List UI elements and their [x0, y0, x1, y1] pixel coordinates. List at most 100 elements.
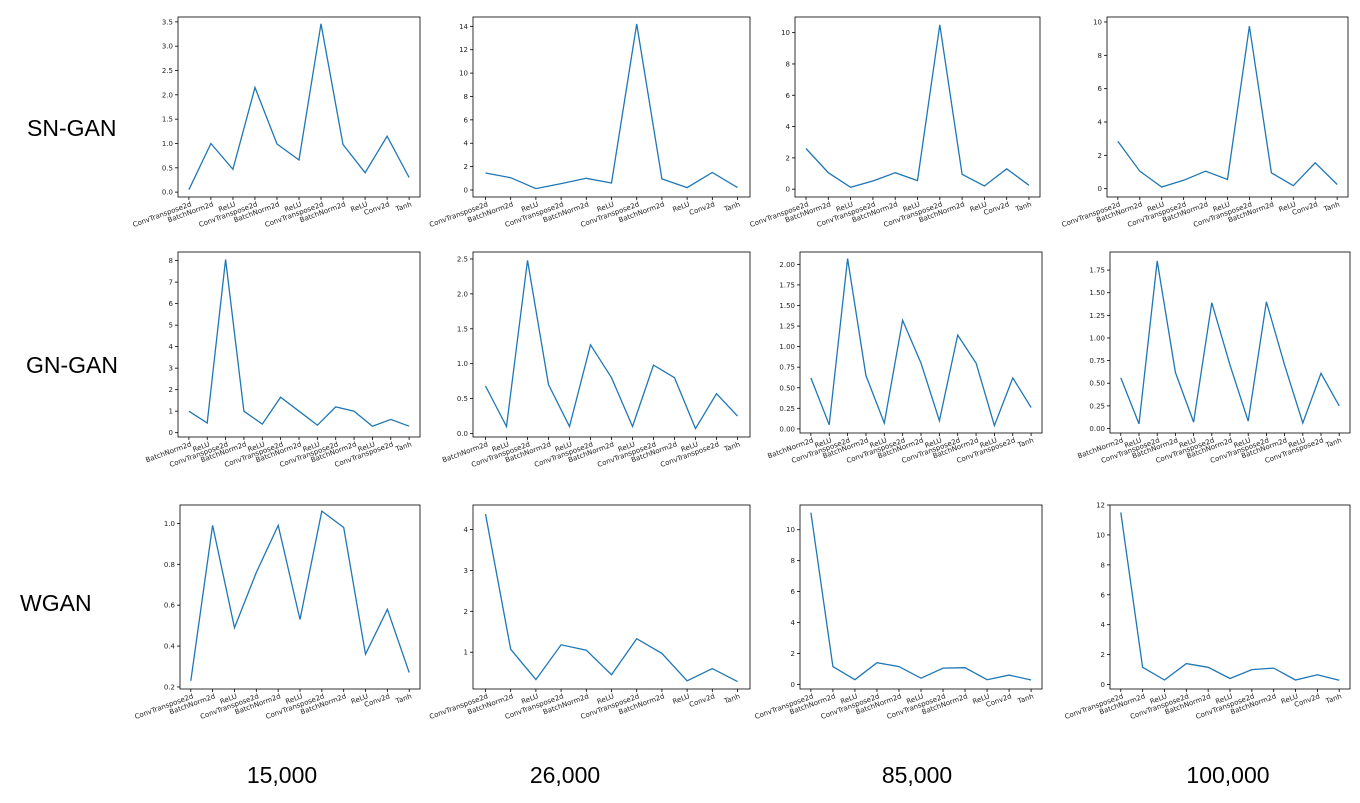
y-tick-label: 3	[464, 567, 468, 575]
y-tick-label: 1.00	[779, 343, 795, 351]
series-line	[484, 513, 738, 683]
y-tick-label: 4	[464, 140, 469, 148]
row-label-wgan: WGAN	[20, 590, 92, 616]
y-tick-label: 4	[169, 343, 174, 351]
x-tick-label: Tanh	[722, 200, 741, 213]
plot-frame	[794, 16, 1041, 198]
x-tick-label: ReLU	[672, 200, 691, 214]
y-tick-label: 2	[1101, 651, 1105, 659]
y-tick-label: 0.75	[1089, 357, 1105, 365]
y-tick-label: 1.50	[1089, 289, 1105, 297]
plot-frame	[1106, 16, 1349, 198]
y-tick-label: 0.5	[162, 164, 173, 172]
y-tick-label: 8	[169, 257, 173, 265]
subplot-sn-gan-15000: 0.00.51.01.52.02.53.03.5ConvTranspose2dB…	[132, 16, 421, 229]
series-line	[190, 509, 410, 681]
series-line	[188, 23, 410, 190]
y-tick-label: 7	[169, 279, 173, 287]
x-tick-label: Tanh	[722, 440, 741, 453]
plot-frame	[799, 251, 1043, 434]
y-tick-label: 5	[169, 322, 173, 330]
y-tick-label: 8	[786, 60, 790, 68]
column-label-26000: 26,000	[529, 762, 601, 788]
y-tick-label: 1.0	[457, 360, 468, 368]
x-tick-label: Tanh	[1016, 436, 1035, 449]
y-tick-label: 0.0	[162, 189, 173, 197]
plot-frame	[179, 504, 421, 690]
y-tick-label: 4	[464, 526, 469, 534]
x-tick-label: Tanh	[1322, 200, 1341, 213]
y-tick-label: 6	[1101, 591, 1106, 599]
y-tick-label: 1.0	[162, 140, 173, 148]
y-tick-label: 10	[1093, 19, 1102, 27]
y-tick-label: 3.0	[162, 43, 173, 51]
plot-frame	[472, 16, 751, 198]
series-line	[484, 260, 738, 431]
y-tick-label: 1.50	[779, 302, 795, 310]
y-tick-label: 10	[781, 29, 790, 37]
y-tick-label: 2	[791, 650, 795, 658]
x-tick-label: Conv2d	[985, 692, 1013, 709]
y-tick-label: 2	[464, 608, 468, 616]
y-tick-label: 14	[459, 23, 468, 31]
y-tick-label: 8	[1101, 561, 1105, 569]
y-tick-label: 6	[169, 300, 174, 308]
subplot-gn-gan-85000: 0.000.250.500.751.001.251.501.752.00Batc…	[767, 251, 1043, 465]
plot-frame	[472, 251, 751, 438]
y-tick-label: 3.5	[162, 18, 173, 26]
y-tick-label: 0	[791, 681, 795, 689]
plot-frame	[1109, 504, 1351, 690]
y-tick-label: 0.00	[1089, 425, 1105, 433]
x-tick-label: Tanh	[394, 200, 413, 213]
x-tick-label: Tanh	[394, 692, 413, 705]
y-tick-label: 10	[786, 526, 795, 534]
y-tick-label: 1.0	[164, 520, 175, 528]
y-tick-label: 1.25	[1089, 312, 1105, 320]
y-tick-label: 0	[1098, 185, 1102, 193]
row-label-gn-gan: GN-GAN	[26, 352, 118, 378]
x-tick-label: Tanh	[722, 692, 741, 705]
x-tick-label: Tanh	[1324, 436, 1343, 449]
y-tick-label: 1.00	[1089, 334, 1105, 342]
y-tick-label: 1	[169, 408, 173, 416]
column-label-15000: 15,000	[246, 762, 318, 788]
y-tick-label: 6	[464, 116, 469, 124]
y-tick-label: 0.8	[164, 561, 175, 569]
y-tick-label: 0.5	[457, 395, 468, 403]
series-line	[485, 23, 738, 190]
plot-frame	[799, 504, 1043, 690]
y-tick-label: 0.50	[1089, 380, 1105, 388]
series-line	[805, 24, 1030, 189]
series-line	[1117, 26, 1338, 188]
plot-frame	[177, 251, 421, 438]
x-tick-label: Tanh	[1324, 692, 1343, 705]
y-tick-label: 6	[786, 92, 791, 100]
y-tick-label: 1.25	[779, 323, 795, 331]
x-tick-label: ReLU	[672, 692, 691, 706]
y-tick-label: 0	[1101, 681, 1105, 689]
y-tick-label: 0	[786, 186, 790, 194]
x-tick-label: Conv2d	[688, 692, 716, 709]
y-tick-label: 0.75	[779, 364, 795, 372]
y-tick-label: 0.25	[1089, 402, 1105, 410]
subplot-wgan-15000: 0.20.40.60.81.0ConvTranspose2dBatchNorm2…	[134, 504, 421, 721]
y-tick-label: 2.00	[779, 261, 795, 269]
y-tick-label: 6	[791, 588, 796, 596]
plot-frame	[1109, 251, 1351, 434]
row-label-sn-gan: SN-GAN	[27, 115, 117, 141]
y-tick-label: 0	[464, 186, 468, 194]
y-tick-label: 0.25	[779, 405, 795, 413]
y-tick-label: 3	[169, 365, 173, 373]
x-tick-label: Tanh	[1014, 200, 1033, 213]
y-tick-label: 12	[1096, 502, 1105, 510]
y-tick-label: 6	[1098, 85, 1103, 93]
plot-frame	[177, 16, 421, 198]
y-tick-label: 2.0	[457, 290, 468, 298]
